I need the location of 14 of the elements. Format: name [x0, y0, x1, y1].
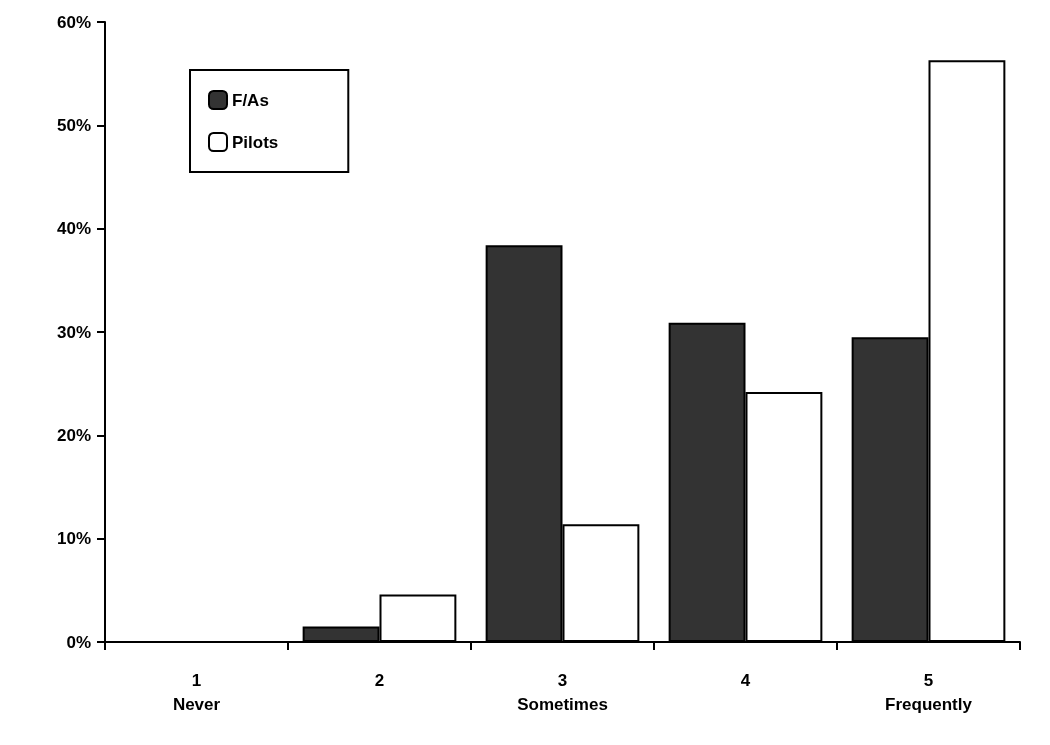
y-tick-label: 10%	[56, 529, 91, 549]
y-tick-label: 0%	[66, 632, 91, 652]
y-tick-label: 30%	[56, 322, 91, 342]
y-tick-label: 50%	[56, 115, 91, 135]
x-tick-label: 5 Frequently	[885, 670, 973, 714]
x-tick-label: 4	[740, 670, 751, 690]
x-tick-label: 3 Sometimes	[517, 670, 608, 714]
legend-label: Pilots	[232, 132, 279, 152]
y-tick-label: 60%	[56, 12, 91, 32]
y-tick-label: 20%	[56, 425, 91, 445]
y-tick-label: 40%	[56, 219, 91, 239]
x-tick-label: 1 Never	[172, 670, 221, 714]
legend-label: F/As	[232, 90, 269, 110]
x-tick-label: 2	[374, 670, 385, 690]
